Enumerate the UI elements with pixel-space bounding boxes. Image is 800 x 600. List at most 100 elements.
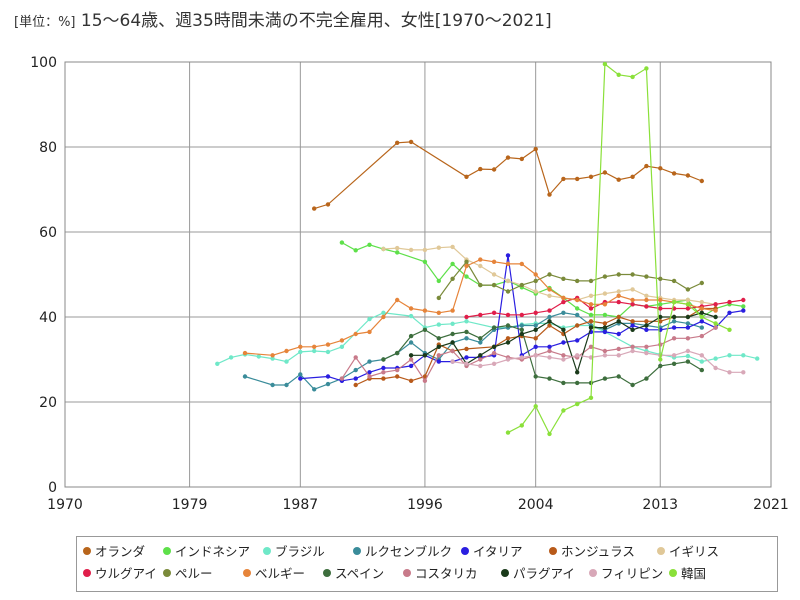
data-point: [602, 302, 608, 307]
series-13: [450, 348, 746, 375]
data-point: [505, 357, 511, 362]
data-point: [256, 354, 261, 359]
data-point: [284, 382, 289, 388]
x-tick-label: 2004: [518, 497, 554, 513]
data-point: [547, 344, 552, 349]
data-point: [436, 336, 441, 341]
data-point: [491, 344, 497, 349]
series-8: [436, 259, 704, 301]
data-point: [339, 338, 345, 343]
data-point: [561, 357, 566, 362]
data-point: [616, 289, 621, 294]
data-point: [699, 280, 704, 286]
data-point: [727, 299, 732, 305]
plot-frame: [64, 61, 772, 488]
data-point: [658, 342, 663, 347]
legend-marker: [83, 568, 91, 577]
legend-label: ウルグアイ: [95, 566, 157, 581]
data-point: [505, 340, 511, 345]
legend-label: スペイン: [335, 566, 385, 581]
data-point: [644, 344, 649, 349]
legend-item: フィリピン: [589, 563, 663, 582]
data-point: [298, 349, 303, 355]
data-point: [575, 323, 580, 328]
data-point: [408, 247, 414, 253]
data-point: [658, 302, 663, 307]
data-point: [270, 382, 275, 388]
data-point: [685, 287, 691, 292]
legend-item: イタリア: [461, 541, 523, 560]
data-point: [644, 293, 649, 298]
legend-label: パラグアイ: [513, 566, 575, 581]
data-point: [644, 297, 649, 303]
data-point: [561, 295, 566, 301]
data-point: [450, 261, 455, 267]
data-point: [478, 357, 483, 362]
unit-label: [単位：%]: [14, 15, 76, 30]
legend-label: フィリピン: [601, 566, 664, 581]
data-point: [588, 325, 594, 330]
data-point: [533, 374, 538, 379]
data-point: [671, 319, 677, 324]
data-point: [741, 308, 746, 313]
data-point: [533, 323, 538, 328]
legend-item: イギリス: [657, 541, 719, 560]
data-point: [436, 310, 441, 315]
x-tick-label: 1987: [283, 497, 319, 513]
title-text: 15～64歳、週35時間未満の不完全雇用、女性[1970～2021]: [80, 11, 552, 31]
data-point: [741, 297, 746, 303]
data-point: [671, 299, 677, 305]
series-line: [244, 258, 716, 356]
y-tick-label: 60: [39, 225, 57, 241]
data-point: [602, 61, 608, 67]
data-point: [685, 314, 691, 320]
data-point: [602, 348, 608, 354]
legend-marker: [83, 546, 91, 555]
legend-label: ホンジュラス: [561, 544, 635, 559]
data-point: [519, 156, 524, 162]
data-point: [644, 319, 649, 324]
data-point: [602, 291, 608, 296]
legend-marker: [263, 546, 271, 555]
data-point: [755, 356, 760, 361]
x-axis-ticks: 1970 1979 1987 1996 2004 2013 2021: [47, 497, 789, 513]
data-point: [533, 353, 538, 358]
data-point: [422, 259, 428, 264]
data-point: [685, 173, 691, 178]
data-point: [699, 325, 704, 330]
legend-label: 韓国: [681, 566, 707, 581]
data-point: [464, 263, 469, 269]
data-point: [408, 357, 414, 362]
data-point: [464, 329, 469, 335]
data-point: [699, 319, 704, 324]
data-point: [616, 319, 621, 324]
data-point: [699, 333, 704, 339]
data-point: [436, 278, 441, 284]
data-point: [575, 278, 580, 284]
data-point: [491, 272, 497, 277]
data-point: [242, 374, 248, 379]
data-point: [588, 395, 594, 400]
data-point: [644, 66, 649, 71]
data-point: [422, 327, 428, 332]
data-point: [685, 353, 691, 359]
data-point: [630, 272, 635, 277]
legend-label: インドネシア: [175, 544, 251, 559]
x-tick-label: 2013: [642, 497, 678, 513]
data-point: [505, 261, 511, 267]
data-point: [298, 344, 303, 349]
x-tick-label: 1979: [172, 497, 208, 513]
data-point: [436, 295, 441, 301]
legend-item: ウルグアイ: [83, 563, 157, 582]
data-point: [547, 272, 552, 277]
data-point: [436, 245, 441, 250]
data-point: [505, 336, 511, 341]
data-point: [630, 287, 635, 292]
data-point: [381, 357, 386, 362]
data-point: [616, 72, 621, 78]
data-point: [312, 344, 317, 349]
data-point: [381, 310, 386, 315]
data-point: [713, 365, 718, 371]
data-point: [685, 306, 691, 311]
data-point: [353, 248, 358, 253]
